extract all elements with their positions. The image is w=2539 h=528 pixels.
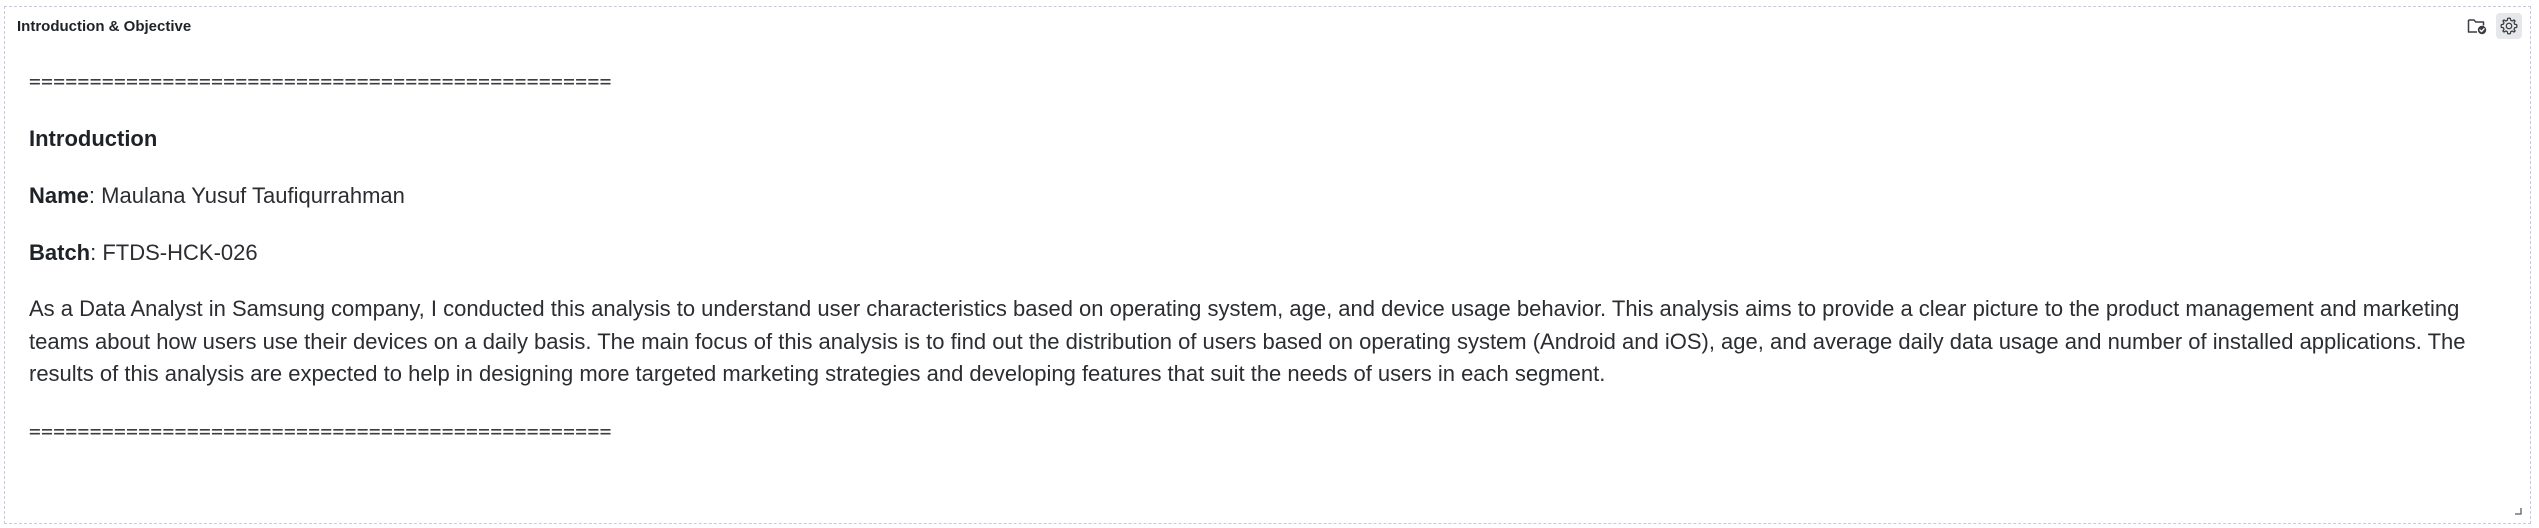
batch-value: : FTDS-HCK-026 [90,240,258,265]
batch-label: Batch [29,240,91,265]
name-value: : Maulana Yusuf Taufiqurrahman [88,183,405,208]
text-cell-panel[interactable]: Introduction & Objective ===============… [4,6,2531,524]
separator-bottom: ========================================… [29,419,612,443]
separator-top: ========================================… [29,70,612,93]
gear-icon [2500,17,2518,35]
name-label: Name [29,183,89,208]
settings-button[interactable] [2496,13,2522,39]
panel-toolbar [2464,13,2522,39]
batch-line: Batch: FTDS-HCK-026 [29,236,2490,269]
name-line: Name: Maulana Yusuf Taufiqurrahman [29,179,2490,212]
markdown-content: ========================================… [29,65,2490,448]
folder-check-button[interactable] [2464,13,2490,39]
resize-handle-icon[interactable] [2512,505,2522,515]
folder-check-icon [2467,19,2487,35]
intro-paragraph: As a Data Analyst in Samsung company, I … [29,296,2466,386]
panel-title: Introduction & Objective [17,18,192,35]
introduction-heading: Introduction [29,126,158,151]
